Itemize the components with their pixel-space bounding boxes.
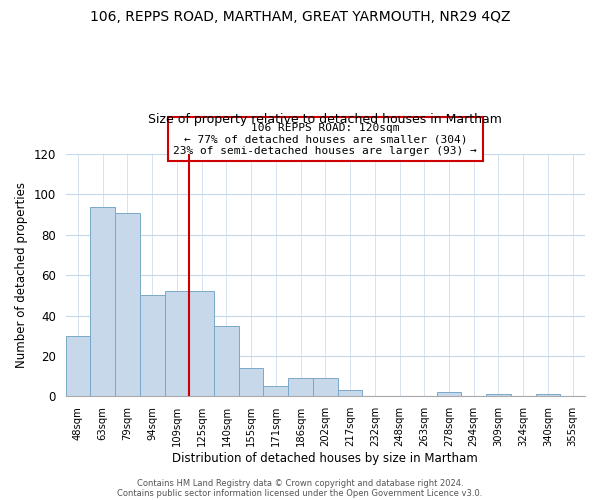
Bar: [190, 292, 214, 397]
Title: Size of property relative to detached houses in Martham: Size of property relative to detached ho…: [148, 114, 502, 126]
Bar: [338, 390, 362, 396]
X-axis label: Distribution of detached houses by size in Martham: Distribution of detached houses by size …: [172, 452, 478, 465]
Text: 106, REPPS ROAD, MARTHAM, GREAT YARMOUTH, NR29 4QZ: 106, REPPS ROAD, MARTHAM, GREAT YARMOUTH…: [90, 10, 510, 24]
Text: 106 REPPS ROAD: 120sqm
← 77% of detached houses are smaller (304)
23% of semi-de: 106 REPPS ROAD: 120sqm ← 77% of detached…: [173, 122, 477, 156]
Bar: [263, 386, 288, 396]
Text: Contains public sector information licensed under the Open Government Licence v3: Contains public sector information licen…: [118, 488, 482, 498]
Bar: [140, 296, 164, 396]
Bar: [536, 394, 560, 396]
Bar: [164, 292, 190, 397]
Bar: [65, 336, 91, 396]
Bar: [91, 206, 115, 396]
Text: Contains HM Land Registry data © Crown copyright and database right 2024.: Contains HM Land Registry data © Crown c…: [137, 478, 463, 488]
Bar: [288, 378, 313, 396]
Bar: [214, 326, 239, 396]
Bar: [486, 394, 511, 396]
Bar: [239, 368, 263, 396]
Bar: [313, 378, 338, 396]
Y-axis label: Number of detached properties: Number of detached properties: [15, 182, 28, 368]
Bar: [437, 392, 461, 396]
Bar: [115, 212, 140, 396]
